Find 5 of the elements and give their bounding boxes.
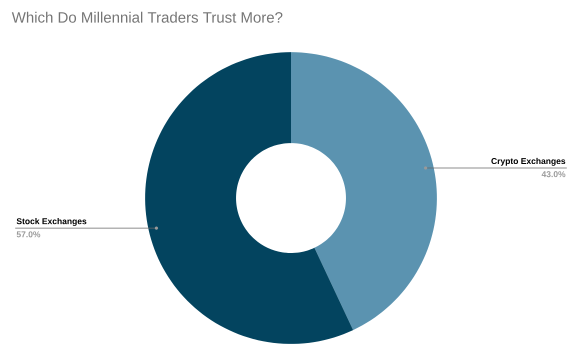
slice-label: Stock Exchanges <box>16 218 86 226</box>
chart-title: Which Do Millennial Traders Trust More? <box>12 12 282 23</box>
data-label: 57.0% <box>16 231 40 238</box>
slice-label: Crypto Exchanges <box>491 158 566 166</box>
data-label: 43.0% <box>542 171 566 178</box>
